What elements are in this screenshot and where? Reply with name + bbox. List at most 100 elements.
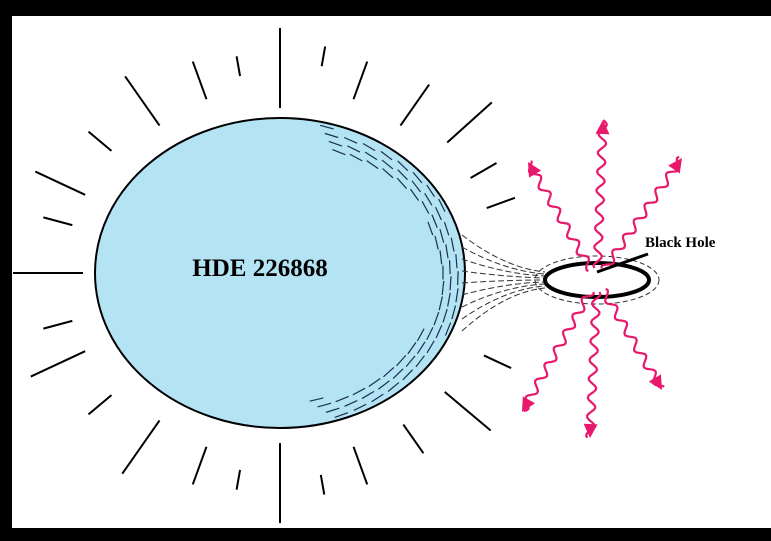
shade-dash xyxy=(362,143,376,152)
shade-dash xyxy=(412,171,423,184)
shade-dash xyxy=(335,395,349,403)
shade-dash xyxy=(448,260,451,275)
shade-dash xyxy=(397,169,408,181)
shade-dash xyxy=(444,322,452,336)
shade-dash xyxy=(319,124,334,130)
shade-dash xyxy=(415,355,425,368)
stream-line xyxy=(461,283,546,308)
jet xyxy=(592,119,608,269)
radiation-jets xyxy=(522,119,682,439)
ray xyxy=(470,162,498,179)
black-hole-disk xyxy=(543,261,651,299)
accretion-stream xyxy=(461,234,546,332)
jet xyxy=(604,287,665,388)
stream-line xyxy=(461,234,546,273)
ray xyxy=(87,130,113,152)
shade-dash xyxy=(447,292,451,307)
shade-dash xyxy=(382,168,394,179)
ray xyxy=(191,446,208,485)
disk-outer xyxy=(534,255,660,305)
shade-dash xyxy=(328,140,343,147)
stream-line xyxy=(461,279,546,284)
shade-dash xyxy=(324,132,339,139)
shade-dash xyxy=(439,228,445,243)
stream-line xyxy=(461,270,546,279)
ray xyxy=(352,61,369,100)
ray xyxy=(320,46,327,67)
ray xyxy=(235,469,242,490)
ray xyxy=(43,319,73,330)
shade-dash xyxy=(438,296,443,311)
jet-head xyxy=(522,396,536,412)
shade-dash xyxy=(317,402,332,408)
shade-dash xyxy=(407,342,417,355)
stream-line xyxy=(461,285,546,320)
shade-dash xyxy=(421,201,430,214)
ray xyxy=(34,170,86,196)
shade-dash xyxy=(371,393,384,403)
shade-dash xyxy=(334,412,349,419)
pointer xyxy=(596,252,649,274)
ray xyxy=(444,391,492,432)
shade-dash xyxy=(451,305,457,320)
shade-dash xyxy=(435,206,442,221)
ray xyxy=(124,75,161,127)
stream-line xyxy=(461,287,546,332)
shade-dash xyxy=(450,237,455,252)
shade-dash xyxy=(424,193,433,206)
jet-head xyxy=(528,162,542,178)
shade-dash xyxy=(377,380,390,390)
shade-dash xyxy=(405,355,416,368)
shade-dash xyxy=(443,221,450,236)
shade-dash xyxy=(344,400,358,407)
shade-dash xyxy=(427,221,434,236)
shade-dash xyxy=(411,180,422,193)
shade-dash xyxy=(361,390,375,400)
shade-dash xyxy=(383,367,395,378)
shade-dash xyxy=(366,160,379,170)
stream-line xyxy=(461,281,546,296)
shade-dash xyxy=(441,280,445,295)
shade-dash xyxy=(309,397,324,402)
shade-dash xyxy=(352,387,366,396)
jet-head xyxy=(595,120,610,135)
ray xyxy=(30,350,86,378)
ray xyxy=(402,423,425,454)
shade-dash xyxy=(434,235,439,250)
ray xyxy=(483,354,512,369)
shade-dash xyxy=(416,341,426,354)
jet-head xyxy=(668,158,682,174)
shade-dash xyxy=(438,198,446,212)
shade-dash xyxy=(445,244,449,259)
shade-dash xyxy=(347,145,361,153)
ray xyxy=(121,419,161,475)
ray xyxy=(235,56,242,77)
shade-dash xyxy=(455,288,459,303)
shade-dash xyxy=(416,328,425,342)
shade-dash xyxy=(455,254,458,269)
stream-line xyxy=(461,246,546,275)
shade-dash xyxy=(368,377,381,388)
shade-dash xyxy=(396,355,407,367)
black-hole-label: Black Hole xyxy=(645,235,716,251)
jet xyxy=(600,155,680,269)
shade-dash xyxy=(353,403,367,412)
shade-dash xyxy=(364,151,378,161)
ray xyxy=(399,84,430,127)
shade-dash xyxy=(426,326,434,341)
star-shading xyxy=(309,124,459,419)
ray xyxy=(87,394,113,416)
shade-dash xyxy=(431,214,438,228)
star xyxy=(94,117,466,429)
shade-dash xyxy=(397,160,409,172)
star-rays xyxy=(13,28,516,523)
shade-dash xyxy=(402,369,414,381)
shade-dash xyxy=(449,276,452,291)
shade-dash xyxy=(325,407,340,413)
shade-dash xyxy=(332,148,346,156)
shade-dash xyxy=(392,368,404,380)
jet-head xyxy=(583,423,598,438)
ray xyxy=(486,196,516,209)
